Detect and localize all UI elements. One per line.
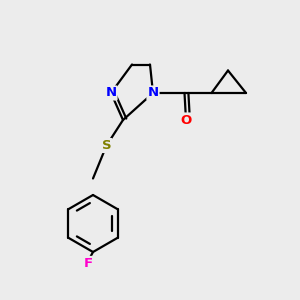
Text: O: O bbox=[180, 113, 192, 127]
Text: N: N bbox=[147, 86, 159, 100]
Text: S: S bbox=[102, 139, 111, 152]
Text: N: N bbox=[105, 86, 117, 100]
Text: F: F bbox=[84, 257, 93, 270]
